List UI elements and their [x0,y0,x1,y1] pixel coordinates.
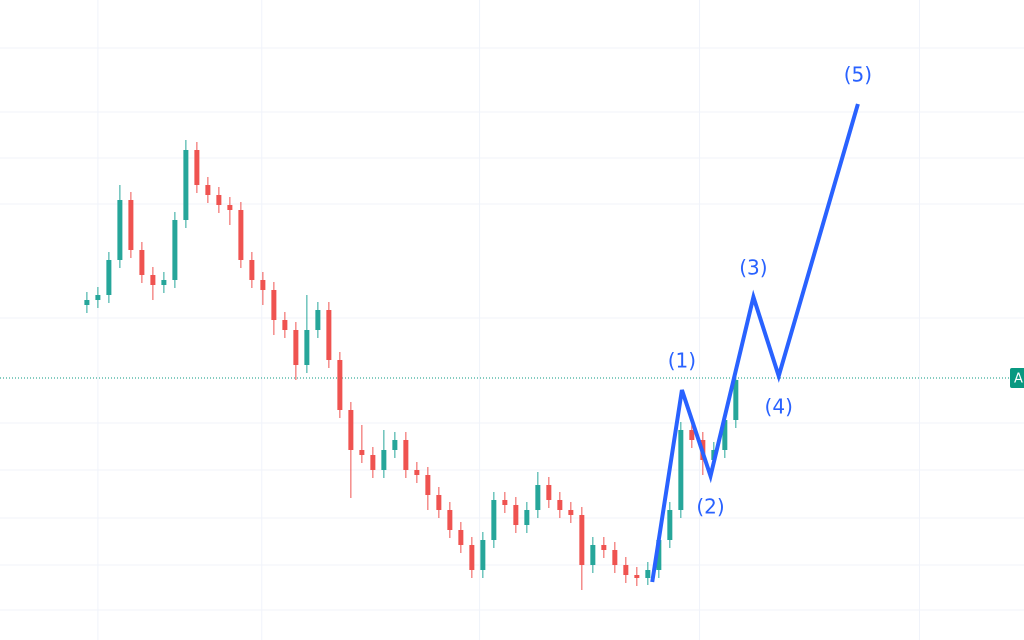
candle-body [656,540,662,570]
candle-body [557,500,563,510]
candle-body [689,430,695,440]
candle-body [623,565,629,575]
candle-body [480,540,486,570]
candle-body [502,500,508,505]
candle-body [150,275,156,285]
candle-body [183,150,189,220]
candle-body [172,220,178,280]
candle-body [315,310,321,330]
candle-body [293,330,299,365]
candle-body [282,320,288,330]
candle-body [634,575,640,578]
candle-body [271,290,277,320]
candle-body [667,510,673,540]
candle-body [645,570,651,578]
candle-body [249,260,255,280]
candle-body [436,495,442,510]
candle-body [227,205,233,210]
candle-body [84,300,90,305]
wave-label: (1) [668,349,696,373]
candle-body [392,440,398,450]
candle-body [458,530,464,545]
candle-body [546,485,552,500]
candle-body [128,200,134,250]
candle-body [425,475,431,495]
candle-body [161,280,167,285]
candle-body [524,510,530,525]
candle-body [601,545,607,550]
candle-body [359,450,365,455]
candle-body [337,360,343,410]
candle-body [106,260,112,295]
wave-line [650,103,860,583]
candle-body [216,195,222,205]
price-tag-label: A [1014,372,1023,387]
candle-body [612,550,618,565]
candle-body [370,455,376,470]
candle-body [117,200,123,260]
candle-body [304,330,310,365]
candle-body [722,420,728,450]
candle-body [414,470,420,475]
wave-label: (5) [844,63,872,87]
wave-label: (3) [739,256,767,280]
candle-body [205,185,211,195]
candle-body [403,440,409,470]
candle-body [348,410,354,450]
candle-body [733,380,739,420]
candle-body [535,485,541,510]
candle-body [513,505,519,525]
candle-body [469,545,475,570]
candle-body [194,150,200,185]
candle-body [568,510,574,515]
candle-body [260,280,266,290]
candle-body [579,515,585,565]
candle-body [238,210,244,260]
candle-body [95,295,101,300]
wave-label: (2) [696,495,724,519]
candle-body [447,510,453,530]
price-tag [1010,368,1024,388]
candle-body [381,450,387,470]
wave-label: (4) [765,395,793,419]
candle-body [491,500,497,540]
candle-body [139,250,145,275]
candle-body [326,310,332,360]
candle-body [590,545,596,565]
candle-body [678,430,684,510]
